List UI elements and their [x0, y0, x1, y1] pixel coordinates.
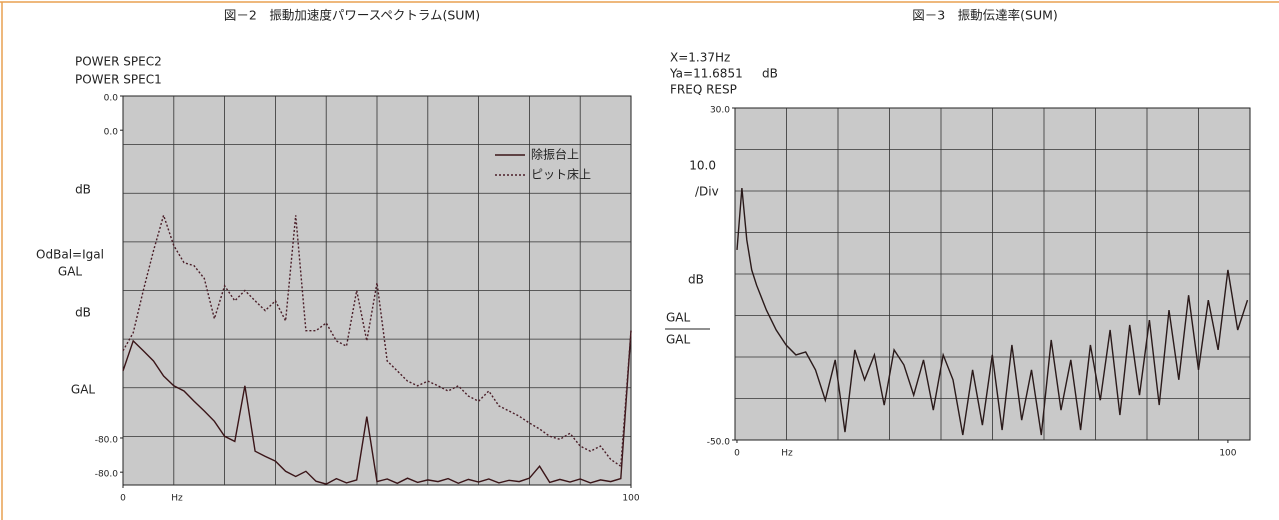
annotation: POWER SPEC2	[75, 55, 162, 69]
x-axis-label: Hz	[171, 494, 183, 504]
annotation: GAL	[666, 333, 691, 347]
annotation: GAL	[666, 311, 691, 325]
x-axis-label: Hz	[781, 449, 793, 459]
annotation: 10.0	[689, 159, 716, 173]
annotation: GAL	[71, 383, 96, 397]
series-line	[736, 188, 1249, 436]
y-tick-label: -80.0	[95, 470, 119, 480]
annotation: OdBal=Igal	[36, 248, 104, 262]
chart-title: 図－3 振動伝達率(SUM)	[912, 8, 1058, 23]
annotation: dB	[75, 306, 91, 320]
x-tick-label: 100	[622, 494, 639, 504]
legend-label: ピット床上	[531, 168, 591, 182]
annotation: dB	[762, 67, 778, 81]
annotation: FREQ RESP	[670, 83, 737, 97]
series-line	[122, 330, 632, 485]
chart-title: 図－2 振動加速度パワースペクトラム(SUM)	[224, 8, 480, 23]
annotation: X=1.37Hz	[670, 51, 730, 65]
x-tick-label: 0	[734, 449, 740, 459]
x-tick-label: 0	[120, 494, 126, 504]
annotation: POWER SPEC1	[75, 73, 162, 87]
y-tick-label: -50.0	[707, 438, 731, 448]
annotation: /Div	[695, 185, 719, 199]
annotation: dB	[688, 273, 704, 287]
y-tick-label: 0.0	[104, 128, 119, 138]
annotation: GAL	[58, 265, 83, 279]
annotation: dB	[75, 183, 91, 197]
legend-label: 除振台上	[531, 147, 579, 162]
y-tick-label: -80.0	[95, 435, 119, 445]
annotation: Ya=11.6851	[669, 67, 743, 81]
y-tick-label: 30.0	[710, 106, 730, 116]
y-tick-label: 0.0	[104, 94, 119, 104]
x-tick-label: 100	[1219, 449, 1236, 459]
